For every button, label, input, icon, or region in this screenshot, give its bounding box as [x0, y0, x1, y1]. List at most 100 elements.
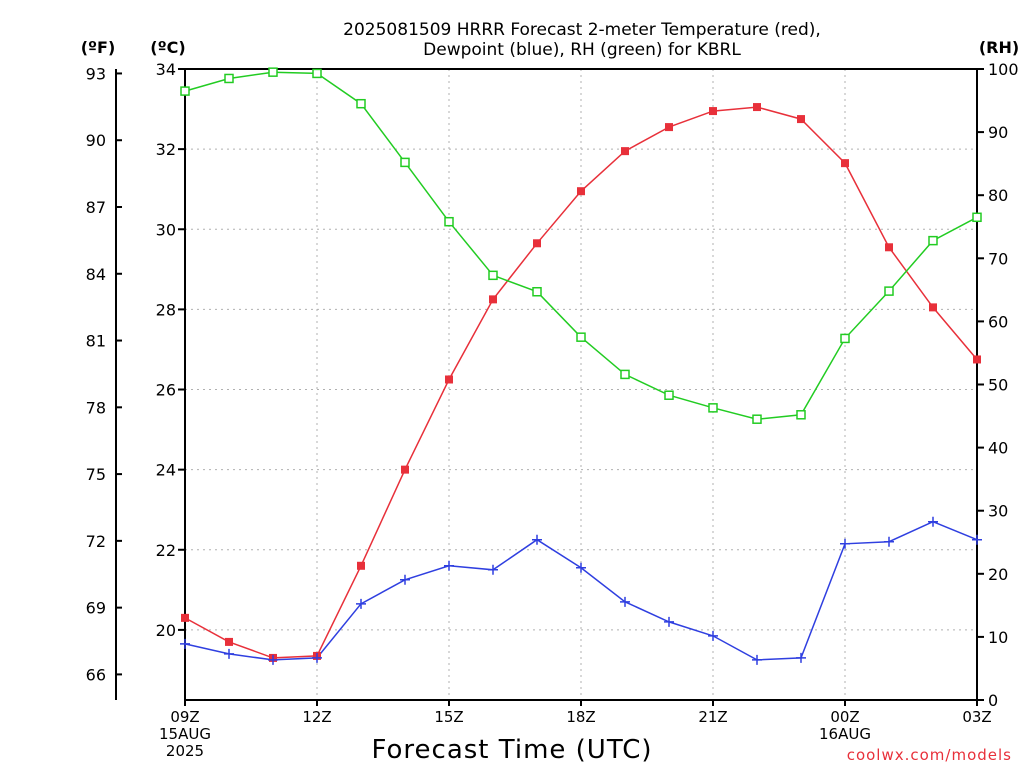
rh-point [356, 98, 366, 109]
rh-tick-label: 50 [988, 376, 1008, 395]
temperature-point [797, 115, 805, 124]
rh-point [972, 212, 982, 223]
celsius-tick-label: 32 [156, 140, 176, 159]
temperature-point [621, 147, 629, 156]
dewpoint-point [356, 598, 366, 609]
temperature-point [665, 123, 673, 132]
chart-title-line-1: 2025081509 HRRR Forecast 2-meter Tempera… [343, 20, 821, 40]
rh-tick-label: 70 [988, 249, 1008, 268]
fahrenheit-tick-label: 72 [86, 532, 106, 551]
dewpoint-point [532, 534, 542, 545]
dewpoint-point [180, 638, 190, 649]
x-tick-label: 2025 [166, 742, 204, 760]
rh-point [840, 333, 850, 344]
dewpoint-point [796, 652, 806, 663]
temperature-point [401, 465, 409, 474]
temperature-point [225, 637, 233, 646]
fahrenheit-tick-label: 75 [86, 465, 106, 484]
temperature-point [841, 159, 849, 168]
dewpoint-point [576, 562, 586, 573]
plot-frame [184, 68, 978, 701]
dewpoint-point [752, 654, 762, 665]
dewpoint-point [972, 534, 982, 545]
temperature-point [181, 613, 189, 622]
rh-point [268, 67, 278, 77]
dewpoint-point [884, 536, 894, 547]
x-tick-label: 21Z [698, 708, 727, 726]
dewpoint-point [488, 564, 498, 575]
rh-point [488, 270, 498, 281]
rh-point [180, 86, 190, 96]
rh-unit-label: (RH) [979, 38, 1019, 57]
x-tick-label: 18Z [566, 708, 595, 726]
rh-tick-label: 0 [988, 691, 998, 710]
rh-point [312, 68, 322, 79]
dewpoint-point [664, 616, 674, 627]
rh-point [664, 390, 674, 400]
x-tick-label: 09Z [170, 708, 199, 726]
celsius-unit-label: (ºC) [150, 38, 185, 57]
fahrenheit-tick-label: 66 [86, 665, 106, 684]
celsius-tick-label: 24 [156, 461, 176, 480]
rh-tick-label: 60 [988, 312, 1008, 331]
grid-layer [185, 69, 977, 700]
rh-point [884, 286, 894, 296]
fahrenheit-tick-label: 78 [86, 398, 106, 417]
x-tick-label: 16AUG [819, 725, 871, 743]
rh-point [444, 216, 454, 227]
rh-point [620, 369, 630, 380]
rh-tick-label: 30 [988, 502, 1008, 521]
rh-tick-label: 90 [988, 123, 1008, 142]
celsius-tick-label: 22 [156, 541, 176, 560]
dewpoint-point [224, 648, 234, 659]
fahrenheit-tick-label: 93 [86, 64, 106, 83]
fahrenheit-tick-label: 87 [86, 198, 106, 217]
dewpoint-point [840, 538, 850, 549]
dewpoint-point [268, 654, 278, 665]
rh-point [796, 410, 806, 420]
dewpoint-point [444, 560, 454, 571]
temperature-point [533, 239, 541, 248]
temperature-point [357, 561, 365, 570]
x-tick-label: 12Z [302, 708, 331, 726]
rh-point [224, 73, 234, 84]
fahrenheit-unit-label: (ºF) [81, 38, 116, 57]
rh-point [400, 157, 410, 168]
x-tick-label: 00Z [830, 708, 859, 726]
rh-tick-label: 40 [988, 439, 1008, 458]
fahrenheit-tick-label: 90 [86, 131, 106, 150]
celsius-tick-label: 34 [156, 60, 176, 79]
chart-title-line-2: Dewpoint (blue), RH (green) for KBRL [423, 40, 741, 60]
fahrenheit-tick-label: 69 [86, 599, 106, 618]
x-axis-label: Forecast Time (UTC) [371, 735, 652, 765]
celsius-tick-label: 26 [156, 381, 176, 400]
rh-point [752, 414, 762, 424]
marker-layer [180, 67, 982, 665]
fahrenheit-tick-label: 84 [86, 265, 106, 284]
rh-tick-label: 20 [988, 565, 1008, 584]
temperature-point [929, 303, 937, 312]
celsius-tick-label: 28 [156, 300, 176, 319]
rh-point [532, 286, 542, 297]
rh-point [576, 332, 586, 342]
fahrenheit-tick-label: 81 [86, 332, 106, 351]
x-tick-label: 15Z [434, 708, 463, 726]
temperature-point [753, 103, 761, 112]
dewpoint-point [620, 596, 630, 607]
rh-point [708, 403, 718, 413]
dewpoint-point [400, 574, 410, 585]
dewpoint-point [708, 630, 718, 641]
temperature-point [577, 187, 585, 196]
source-credit: coolwx.com/models [847, 746, 1012, 764]
dewpoint-point [928, 516, 938, 527]
x-tick-label: 03Z [962, 708, 991, 726]
temperature-point [973, 355, 981, 364]
celsius-tick-label: 30 [156, 220, 176, 239]
rh-point [928, 235, 938, 246]
temperature-point [885, 243, 893, 252]
temperature-point [489, 295, 497, 304]
celsius-tick-label: 20 [156, 621, 176, 640]
rh-tick-label: 100 [988, 60, 1019, 79]
